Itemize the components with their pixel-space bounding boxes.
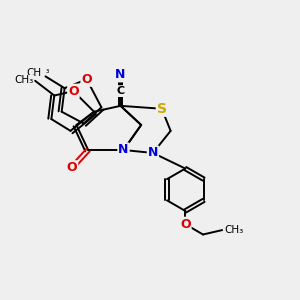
Text: CH₃: CH₃ (14, 75, 34, 85)
Text: N: N (118, 143, 129, 157)
Text: S: S (157, 102, 167, 116)
Text: N: N (116, 68, 126, 81)
Text: O: O (68, 85, 79, 98)
Text: CH: CH (26, 68, 41, 78)
Text: O: O (180, 218, 190, 231)
Text: C: C (116, 86, 124, 96)
Text: ₃: ₃ (46, 66, 49, 75)
Text: O: O (67, 161, 77, 174)
Text: CH₃: CH₃ (224, 225, 244, 235)
Text: O: O (81, 73, 92, 86)
Text: N: N (148, 146, 158, 159)
